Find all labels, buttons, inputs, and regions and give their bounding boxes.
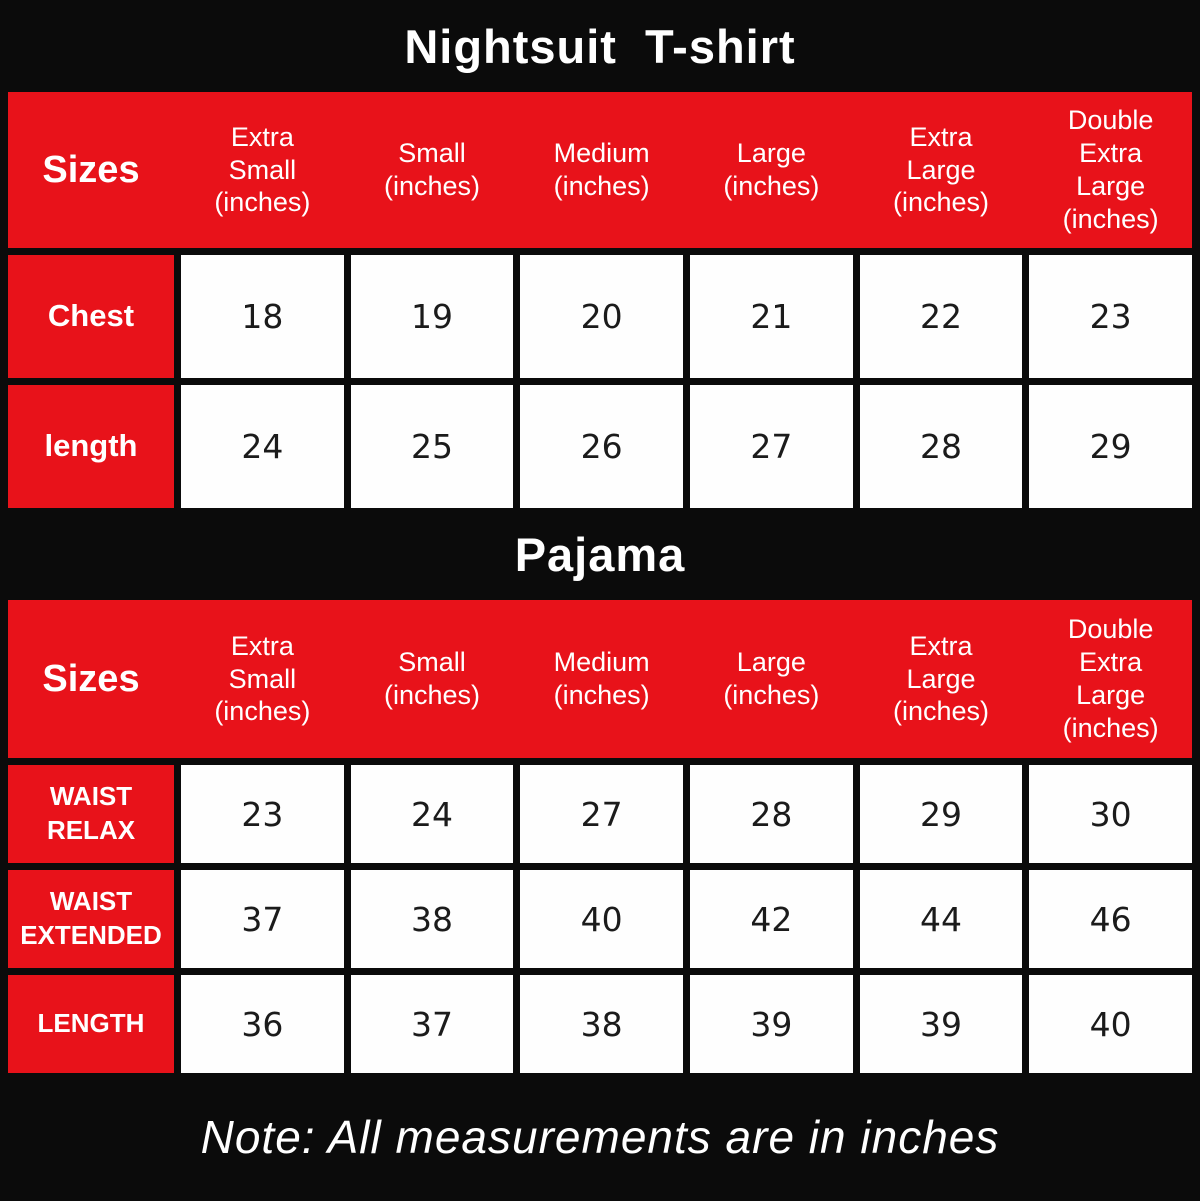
column-header: Large (inches) <box>723 647 820 710</box>
value-cell: 36 <box>181 975 344 1073</box>
value-cell: 23 <box>1029 255 1192 378</box>
column-header: Small (inches) <box>383 647 480 710</box>
value-cell: 19 <box>350 255 514 378</box>
tables-host: Nightsuit T-shirt Sizes Extra Small (inche… <box>0 0 1200 1073</box>
table-section: Sizes Extra Small (inches) Small (inches) M… <box>0 600 1200 1073</box>
note-bar: Note: All measurements are in inches <box>0 1073 1200 1201</box>
table-title-band: Pajama <box>0 508 1200 600</box>
column-header: Extra Small (inches) <box>214 121 311 218</box>
column-header: Medium (inches) <box>553 647 650 710</box>
sizes-header-cell: Sizes <box>42 657 140 700</box>
value-cell: 37 <box>350 975 514 1073</box>
value-cell: 27 <box>690 385 853 508</box>
header-row: Sizes Extra Small (inches) Small (inches) M… <box>8 92 1192 248</box>
column-header: Medium (inches) <box>553 138 650 201</box>
value-cell: 30 <box>1029 765 1192 863</box>
table-row: WAIST RELAX 23 24 27 28 29 30 <box>8 765 1192 863</box>
value-cell: 22 <box>859 255 1023 378</box>
row-label-cell: LENGTH <box>8 975 174 1073</box>
sizes-header-cell: Sizes <box>42 148 140 191</box>
row-label-cell: length <box>8 385 174 508</box>
column-header: Double Extra Large (inches) <box>1062 614 1159 743</box>
row-label-cell: WAIST EXTENDED <box>8 870 174 968</box>
row-label-cell: WAIST RELAX <box>8 765 174 863</box>
note-text: Note: All measurements are in inches <box>200 1111 1000 1163</box>
value-cell: 38 <box>520 975 683 1073</box>
table-section: Sizes Extra Small (inches) Small (inches) M… <box>0 92 1200 508</box>
table-row: length 24 25 26 27 28 29 <box>8 385 1192 508</box>
value-cell: 29 <box>859 765 1023 863</box>
table-row: WAIST EXTENDED 37 38 40 42 44 46 <box>8 870 1192 968</box>
column-header: Large (inches) <box>723 138 820 201</box>
column-header: Extra Large (inches) <box>892 630 989 727</box>
table-row: Chest 18 19 20 21 22 23 <box>8 255 1192 378</box>
value-cell: 27 <box>520 765 683 863</box>
value-cell: 24 <box>181 385 344 508</box>
column-header: Small (inches) <box>383 138 480 201</box>
column-header: Double Extra Large (inches) <box>1062 105 1159 234</box>
value-cell: 44 <box>859 870 1023 968</box>
value-cell: 23 <box>181 765 344 863</box>
value-cell: 21 <box>690 255 853 378</box>
value-cell: 26 <box>520 385 683 508</box>
value-cell: 38 <box>350 870 514 968</box>
value-cell: 40 <box>1029 975 1192 1073</box>
value-cell: 25 <box>350 385 514 508</box>
value-cell: 40 <box>520 870 683 968</box>
table-title: Pajama <box>514 527 686 581</box>
value-cell: 37 <box>181 870 344 968</box>
table-title: Nightsuit T-shirt <box>404 19 796 73</box>
value-cell: 29 <box>1029 385 1192 508</box>
value-cell: 28 <box>690 765 853 863</box>
header-row: Sizes Extra Small (inches) Small (inches) M… <box>8 600 1192 758</box>
value-cell: 39 <box>690 975 853 1073</box>
value-cell: 39 <box>859 975 1023 1073</box>
value-cell: 42 <box>690 870 853 968</box>
value-cell: 20 <box>520 255 683 378</box>
table-title-band: Nightsuit T-shirt <box>0 0 1200 92</box>
value-cell: 24 <box>350 765 514 863</box>
value-cell: 46 <box>1029 870 1192 968</box>
column-header: Extra Large (inches) <box>892 121 989 218</box>
table-row: LENGTH 36 37 38 39 39 40 <box>8 975 1192 1073</box>
value-cell: 18 <box>181 255 344 378</box>
row-label-cell: Chest <box>8 255 174 378</box>
column-header: Extra Small (inches) <box>214 630 311 727</box>
value-cell: 28 <box>859 385 1023 508</box>
